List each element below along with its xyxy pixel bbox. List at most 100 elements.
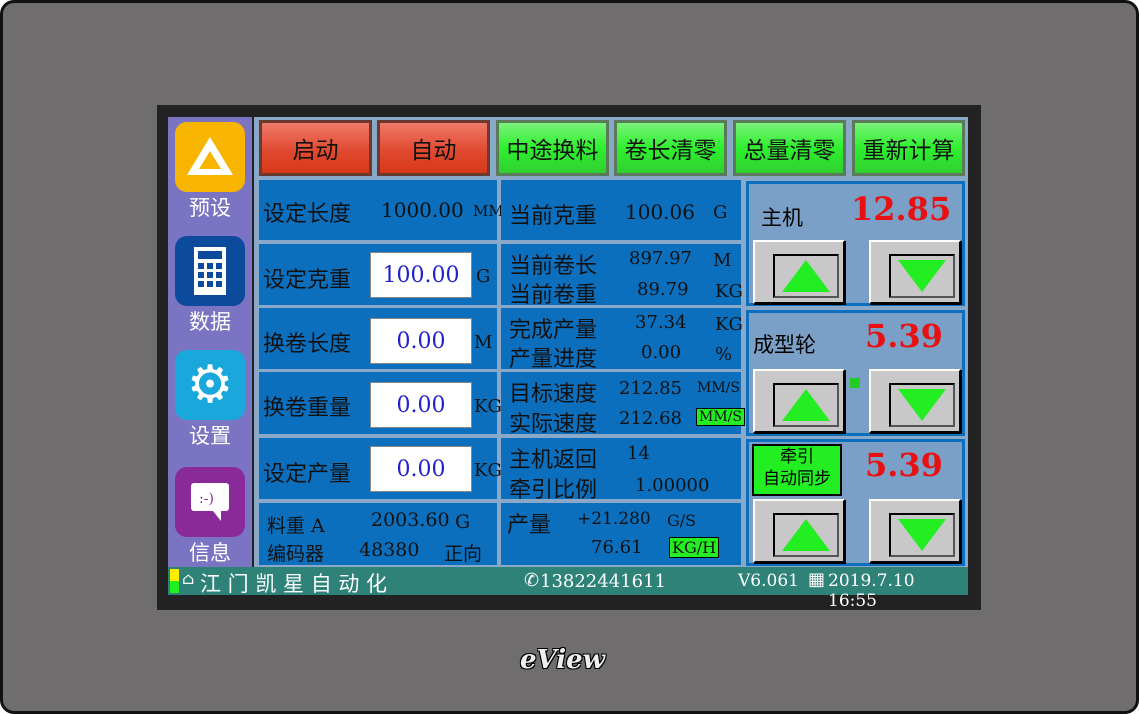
main-motor-panel: 主机 12.85 [746, 181, 965, 306]
unit: MM/S [697, 380, 740, 396]
label: 设定克重 [263, 268, 352, 293]
forming-up-button[interactable] [753, 369, 845, 433]
label: 主机返回 [509, 448, 598, 473]
value: 0.00 [641, 342, 682, 363]
unit: KG [715, 281, 743, 302]
unit-badge: MM/S [696, 408, 745, 426]
arrow-up-icon [782, 260, 830, 292]
arrow-up-icon [782, 389, 830, 421]
label: 实际速度 [509, 412, 598, 437]
label: 当前卷长 [509, 254, 598, 279]
unit: MM [473, 202, 504, 220]
arrow-up-icon [782, 519, 830, 551]
sidebar-item-info[interactable]: :-) 信息 [174, 467, 246, 567]
main-up-button[interactable] [753, 240, 845, 304]
reset-total-button[interactable]: 总量清零 [733, 120, 846, 176]
material-row: 料重 A 2003.60 G 编码器 48380 正向 [259, 503, 497, 565]
sidebar-item-settings[interactable]: ⚙ 设置 [174, 350, 246, 450]
forming-wheel-panel: 成型轮 5.39 [746, 310, 965, 436]
value: 89.79 [637, 279, 689, 300]
phone-number: 13822441611 [540, 571, 666, 592]
sidebar: 预设 数据 ⚙ 设置 :-) 信息 [168, 117, 252, 567]
drive-icon [175, 122, 245, 192]
unit: G [455, 511, 471, 533]
auto-button[interactable]: 自动 [377, 120, 490, 176]
value: 897.97 [629, 248, 692, 269]
traction-panel: 牵引 自动同步 5.39 [746, 439, 965, 566]
mid-change-button[interactable]: 中途换料 [496, 120, 609, 176]
calendar-icon: ▦ [808, 569, 826, 590]
unit: KG [715, 314, 743, 335]
version: V6.061 [738, 571, 799, 591]
unit: % [715, 344, 733, 365]
set-output-input[interactable]: 0.00 [370, 446, 472, 492]
unit: G/S [667, 511, 697, 530]
chat-icon: :-) [175, 467, 245, 537]
unit: KG [474, 396, 502, 417]
unit: G [476, 266, 491, 287]
value: 14 [627, 443, 650, 464]
label: 换卷重量 [263, 396, 352, 421]
change-weight-row: 换卷重量 0.00 KG [259, 372, 502, 434]
unit: G [713, 202, 728, 223]
status-bar: ⌂ 江 门 凯 星 自 动 化 ✆ 13822441611 V6.061 ▦ 2… [168, 567, 968, 611]
label: 自动同步 [763, 469, 831, 489]
label: 目标速度 [509, 382, 598, 407]
home-icon: ⌂ [182, 569, 195, 588]
main-down-button[interactable] [869, 240, 961, 304]
label: 成型轮 [753, 333, 816, 357]
status-led-yellow [170, 569, 179, 581]
traction-sync-button[interactable]: 牵引 自动同步 [752, 444, 842, 496]
traction-speed-value: 5.39 [865, 446, 943, 484]
indicator-led [850, 378, 860, 388]
start-button[interactable]: 启动 [259, 120, 372, 176]
unit: M [474, 332, 493, 353]
status-led-green [170, 581, 179, 593]
label: 设定长度 [263, 202, 352, 227]
traction-up-button[interactable] [753, 499, 845, 563]
forming-down-button[interactable] [869, 369, 961, 433]
change-length-input[interactable]: 0.00 [370, 318, 472, 364]
value: 2003.60 [371, 509, 450, 531]
reset-length-button[interactable]: 卷长清零 [614, 120, 727, 176]
value: 37.34 [635, 312, 687, 333]
sidebar-item-data[interactable]: 数据 [174, 236, 246, 336]
set-gram-row: 设定克重 100.00 G [259, 244, 497, 305]
svg-text::-): :-) [199, 491, 214, 507]
forming-speed-value: 5.39 [865, 317, 943, 355]
direction: 正向 [444, 543, 483, 565]
value: 212.85 [619, 378, 682, 399]
change-length-row: 换卷长度 0.00 M [259, 308, 497, 369]
label: 主机 [761, 206, 803, 230]
value: 212.68 [619, 408, 682, 429]
set-length-row: 设定长度 1000.00 MM [259, 180, 504, 240]
host-row: 主机返回 14 牵引比例 1.00000 [501, 438, 741, 503]
label: 料重 A [267, 515, 325, 537]
label: 当前克重 [509, 204, 598, 229]
value: 76.61 [591, 537, 643, 558]
label: 牵引比例 [509, 478, 598, 503]
value: 100.06 [625, 200, 695, 224]
value: 1.00000 [635, 475, 710, 496]
speed-row: 目标速度 212.85 MM/S 实际速度 212.68 MM/S [501, 372, 745, 437]
label: 产量进度 [509, 347, 598, 372]
set-gram-input[interactable]: 100.00 [370, 252, 472, 298]
recalculate-button[interactable]: 重新计算 [852, 120, 965, 176]
sidebar-label: 数据 [189, 310, 231, 334]
value: 48380 [359, 539, 420, 561]
label: 当前卷重 [509, 283, 598, 308]
arrow-down-icon [898, 260, 946, 292]
sidebar-label: 设置 [189, 424, 231, 448]
sidebar-label: 信息 [189, 541, 231, 565]
change-weight-input[interactable]: 0.00 [370, 382, 472, 428]
arrow-down-icon [898, 519, 946, 551]
phone-icon: ✆ [524, 570, 540, 591]
unit: M [713, 250, 732, 271]
label: 换卷长度 [263, 332, 352, 357]
sidebar-item-preset[interactable]: 预设 [174, 122, 246, 222]
label: 牵引 [780, 447, 814, 467]
company-name: 江 门 凯 星 自 动 化 [200, 572, 388, 596]
traction-down-button[interactable] [869, 499, 961, 563]
eview-logo: eView [520, 645, 606, 675]
label: 设定产量 [263, 462, 352, 487]
